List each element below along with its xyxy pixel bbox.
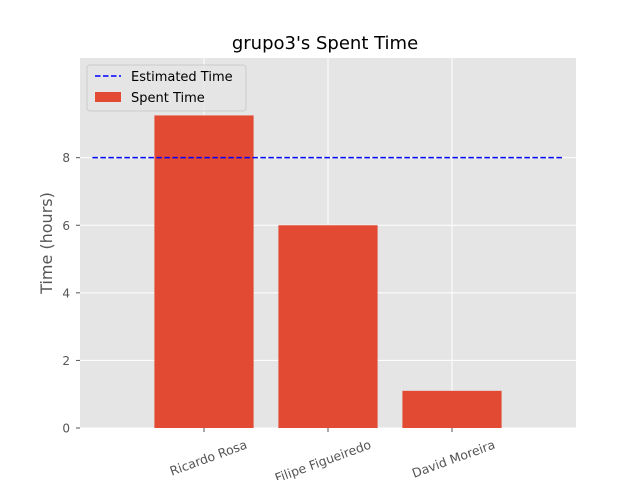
legend-label-estimated: Estimated Time [131, 70, 233, 85]
y-axis-ticks: 0 2 4 6 8 [62, 151, 80, 436]
y-tick-label: 2 [62, 354, 70, 368]
bar-ricardo-rosa [154, 115, 254, 428]
bar-david-moreira [402, 390, 502, 428]
x-tick-label: Ricardo Rosa [168, 437, 249, 479]
chart-title: grupo3's Spent Time [232, 33, 418, 54]
y-axis-label: Time (hours) [37, 192, 56, 295]
legend-label-spent: Spent Time [131, 91, 205, 106]
y-tick-label: 6 [62, 219, 70, 233]
x-tick-label: Filipe Figueiredo [273, 437, 373, 480]
legend-box [86, 64, 247, 112]
y-tick-label: 0 [62, 422, 70, 436]
bars [154, 115, 502, 428]
legend-bar-swatch [95, 92, 121, 102]
y-tick-label: 8 [62, 151, 70, 165]
bar-filipe-figueiredo [278, 225, 378, 428]
legend: Estimated Time Spent Time [86, 64, 247, 112]
x-axis-ticks: Ricardo Rosa Filipe Figueiredo David Morei… [168, 428, 497, 480]
x-tick-label: David Moreira [410, 437, 497, 480]
y-tick-label: 4 [62, 286, 70, 300]
